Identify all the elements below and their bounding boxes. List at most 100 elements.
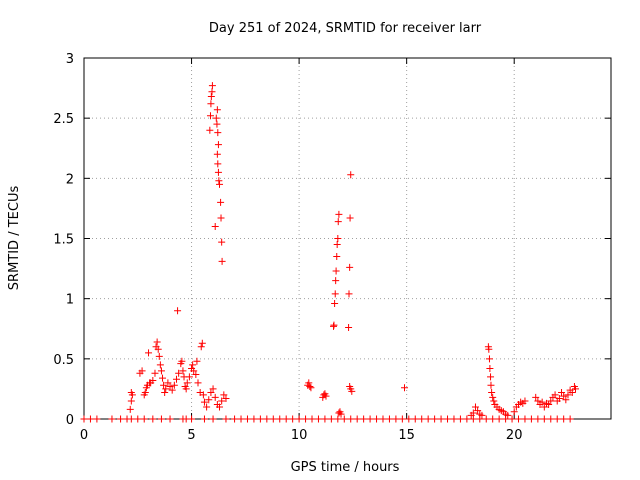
data-point: [366, 415, 374, 423]
data-point: [345, 290, 353, 298]
data-point: [237, 415, 245, 423]
data-point: [127, 397, 135, 405]
data-point: [175, 369, 183, 377]
data-point: [463, 415, 471, 423]
data-point: [156, 361, 164, 369]
data-point: [160, 381, 168, 389]
data-point: [193, 357, 201, 365]
data-point: [444, 415, 452, 423]
axis-ticks: 0 5 10 15 20 0 0.5 1 1.5 2 2.5 3: [53, 52, 611, 443]
data-point: [418, 415, 426, 423]
data-point: [149, 376, 157, 384]
data-point: [214, 141, 222, 149]
data-point: [213, 150, 221, 158]
data-point: [194, 379, 202, 387]
data-point: [197, 343, 205, 351]
data-point: [553, 415, 561, 423]
data-point: [215, 177, 223, 185]
data-point: [424, 415, 432, 423]
data-point: [198, 339, 206, 347]
data-point: [568, 389, 576, 397]
data-point: [504, 411, 512, 419]
data-point: [212, 114, 220, 122]
data-point: [217, 198, 225, 206]
data-point: [157, 415, 165, 423]
data-point: [411, 415, 419, 423]
data-point: [566, 415, 574, 423]
data-point: [489, 393, 497, 401]
data-point: [222, 415, 230, 423]
data-point: [126, 405, 134, 413]
data-point: [231, 415, 239, 423]
data-point: [337, 410, 345, 418]
data-point: [179, 367, 187, 375]
data-point: [305, 379, 313, 387]
data-point: [347, 415, 355, 423]
data-point: [205, 396, 213, 404]
data-point: [398, 415, 406, 423]
data-point: [510, 408, 518, 416]
x-tick-label: 5: [187, 428, 195, 443]
data-point: [469, 409, 477, 417]
data-point: [307, 384, 315, 392]
data-point: [168, 386, 176, 394]
data-point: [333, 241, 341, 249]
data-point: [478, 411, 486, 419]
data-point: [80, 415, 88, 423]
data-point: [189, 361, 197, 369]
data-point: [360, 415, 368, 423]
data-point: [289, 415, 297, 423]
data-point: [538, 398, 546, 406]
data-point: [182, 385, 190, 393]
y-tick-label: 2.5: [53, 112, 74, 127]
data-point: [256, 415, 264, 423]
data-point: [474, 407, 482, 415]
data-point: [140, 415, 148, 423]
data-point: [348, 387, 356, 395]
data-point: [161, 389, 169, 397]
data-point: [151, 369, 159, 377]
data-point: [206, 126, 214, 134]
data-point: [431, 415, 439, 423]
data-point: [332, 267, 340, 275]
data-point: [515, 415, 523, 423]
data-point: [149, 415, 157, 423]
data-point: [145, 349, 153, 357]
data-point: [558, 389, 566, 397]
data-point: [216, 180, 224, 188]
data-point: [203, 403, 211, 411]
data-point: [487, 381, 495, 389]
data-point: [521, 415, 529, 423]
data-point: [564, 391, 572, 399]
data-point: [334, 235, 342, 242]
data-point: [331, 299, 339, 307]
data-point: [172, 375, 180, 383]
data-point: [487, 373, 495, 381]
data-point: [456, 415, 464, 423]
data-point: [560, 392, 568, 400]
data-point: [488, 389, 496, 397]
data-point: [347, 171, 355, 179]
data-point: [192, 370, 200, 378]
data-point: [86, 415, 94, 423]
data-point: [331, 290, 339, 298]
data-point: [330, 321, 338, 329]
data-point: [218, 238, 226, 246]
data-point: [222, 395, 230, 403]
y-tick-label: 0.5: [53, 353, 74, 368]
data-point: [269, 415, 277, 423]
data-point: [471, 403, 479, 411]
data-point: [209, 415, 217, 423]
y-tick-label: 2: [66, 172, 74, 187]
data-point: [153, 338, 161, 346]
data-point: [405, 415, 413, 423]
chart-title: Day 251 of 2024, SRMTID for receiver lar…: [209, 21, 482, 36]
data-point: [243, 415, 251, 423]
data-point: [534, 397, 542, 405]
data-point: [159, 374, 167, 382]
data-point: [555, 395, 563, 403]
data-point: [346, 263, 354, 271]
data-point: [206, 112, 214, 120]
y-axis-label: SRMTID / TECUs: [7, 186, 22, 291]
